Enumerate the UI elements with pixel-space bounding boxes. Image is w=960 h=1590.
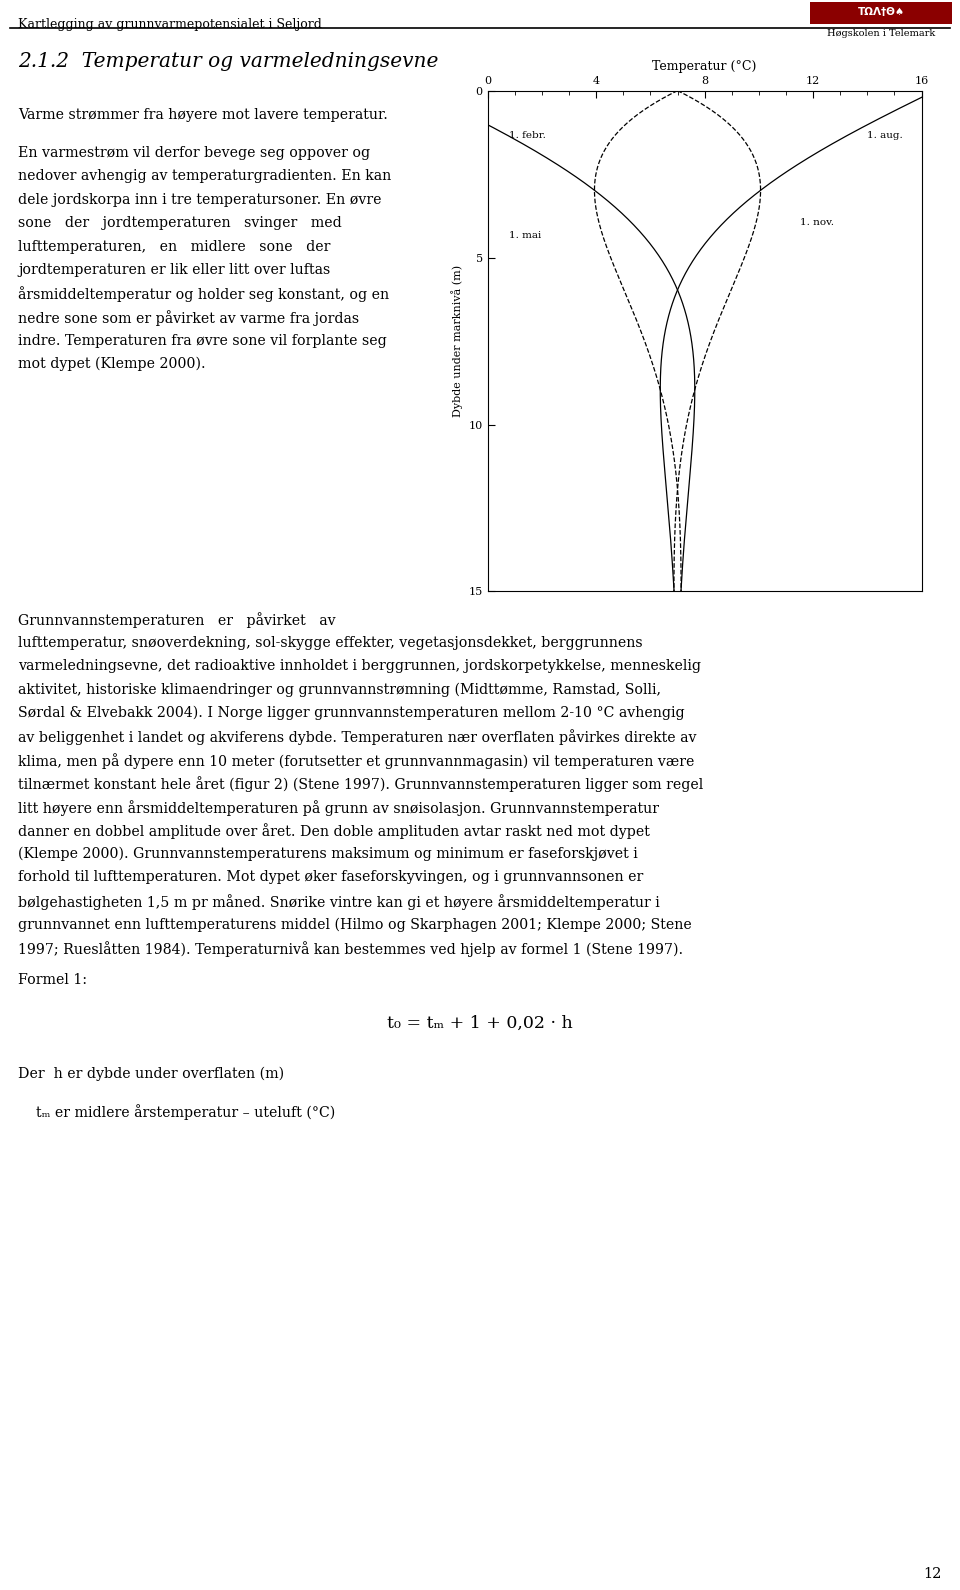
Text: 1997; Rueslåtten 1984). Temperaturnivå kan bestemmes ved hjelp av formel 1 (Sten: 1997; Rueslåtten 1984). Temperaturnivå k… xyxy=(18,941,684,957)
Text: Figur 2: Grunnvannstemperatur som funksjon: Figur 2: Grunnvannstemperatur som funksj… xyxy=(490,529,764,544)
Y-axis label: Dybde under marknivå (m): Dybde under marknivå (m) xyxy=(451,266,463,417)
Text: (Klempe 2000). Grunnvannstemperaturens maksimum og minimum er faseforskjøvet i: (Klempe 2000). Grunnvannstemperaturens m… xyxy=(18,847,637,862)
Text: sone   der   jordtemperaturen   svinger   med: sone der jordtemperaturen svinger med xyxy=(18,216,342,231)
Text: indre. Temperaturen fra øvre sone vil forplante seg: indre. Temperaturen fra øvre sone vil fo… xyxy=(18,334,387,348)
Text: danner en dobbel amplitude over året. Den doble amplituden avtar raskt ned mot d: danner en dobbel amplitude over året. De… xyxy=(18,824,650,840)
Text: tilnærmet konstant hele året (figur 2) (Stene 1997). Grunnvannstemperaturen ligg: tilnærmet konstant hele året (figur 2) (… xyxy=(18,776,704,792)
Text: årsmiddeltemperatur og holder seg konstant, og en: årsmiddeltemperatur og holder seg konsta… xyxy=(18,286,389,302)
Text: av året (empirisk formel) (Stene 1997).: av året (empirisk formel) (Stene 1997). xyxy=(490,564,724,579)
Text: tₘ er midlere årstemperatur – uteluft (°C): tₘ er midlere årstemperatur – uteluft (°… xyxy=(36,1103,335,1119)
Text: TΩΛ†Θ♠: TΩΛ†Θ♠ xyxy=(857,6,904,17)
Text: Høgskolen i Telemark: Høgskolen i Telemark xyxy=(827,29,935,38)
Text: Varme strømmer fra høyere mot lavere temperatur.: Varme strømmer fra høyere mot lavere tem… xyxy=(18,108,388,122)
Text: Sørdal & Elvebakk 2004). I Norge ligger grunnvannstemperaturen mellom 2-10 °C av: Sørdal & Elvebakk 2004). I Norge ligger … xyxy=(18,706,684,720)
Text: 1. aug.: 1. aug. xyxy=(867,130,903,140)
Text: av dybde under marknivå i utvalgte måneder: av dybde under marknivå i utvalgte måned… xyxy=(490,547,758,561)
Text: mot dypet (Klempe 2000).: mot dypet (Klempe 2000). xyxy=(18,358,205,372)
Text: dele jordskorpa inn i tre temperatursoner. En øvre: dele jordskorpa inn i tre temperatursone… xyxy=(18,192,381,207)
Text: varmeledningsevne, det radioaktive innholdet i berggrunnen, jordskorpetykkelse, : varmeledningsevne, det radioaktive innho… xyxy=(18,658,701,673)
Text: litt høyere enn årsmiddeltemperaturen på grunn av snøisolasjon. Grunnvannstemper: litt høyere enn årsmiddeltemperaturen på… xyxy=(18,800,659,816)
Text: 1. nov.: 1. nov. xyxy=(800,218,833,226)
Text: bølgehastigheten 1,5 m pr måned. Snørike vintre kan gi et høyere årsmiddeltemper: bølgehastigheten 1,5 m pr måned. Snørike… xyxy=(18,894,660,909)
Text: Der  h er dybde under overflaten (m): Der h er dybde under overflaten (m) xyxy=(18,1067,284,1081)
Text: nedover avhengig av temperaturgradienten. En kan: nedover avhengig av temperaturgradienten… xyxy=(18,169,392,183)
Text: Grunnvannstemperaturen   er   påvirket   av: Grunnvannstemperaturen er påvirket av xyxy=(18,612,336,628)
Text: 1. mai: 1. mai xyxy=(510,231,541,240)
Text: Kartlegging av grunnvarmepotensialet i Seljord: Kartlegging av grunnvarmepotensialet i S… xyxy=(18,17,322,30)
Text: jordtemperaturen er lik eller litt over luftas: jordtemperaturen er lik eller litt over … xyxy=(18,262,330,277)
Text: klima, men på dypere enn 10 meter (forutsetter et grunnvannmagasin) vil temperat: klima, men på dypere enn 10 meter (forut… xyxy=(18,754,694,770)
Text: Formel 1:: Formel 1: xyxy=(18,973,87,986)
X-axis label: Temperatur (°C): Temperatur (°C) xyxy=(653,60,756,73)
Text: 2.1.2  Temperatur og varmeledningsevne: 2.1.2 Temperatur og varmeledningsevne xyxy=(18,52,439,72)
Text: forhold til lufttemperaturen. Mot dypet øker faseforskyvingen, og i grunnvannson: forhold til lufttemperaturen. Mot dypet … xyxy=(18,870,643,884)
Text: t₀ = tₘ + 1 + 0,02 · h: t₀ = tₘ + 1 + 0,02 · h xyxy=(387,1014,573,1032)
Text: aktivitet, historiske klimaendringer og grunnvannstrømning (Midttømme, Ramstad, : aktivitet, historiske klimaendringer og … xyxy=(18,682,661,696)
Text: av beliggenhet i landet og akviferens dybde. Temperaturen nær overflaten påvirke: av beliggenhet i landet og akviferens dy… xyxy=(18,730,697,746)
Bar xyxy=(810,2,952,24)
Text: En varmestrøm vil derfor bevege seg oppover og: En varmestrøm vil derfor bevege seg oppo… xyxy=(18,146,371,159)
Text: grunnvannet enn lufttemperaturens middel (Hilmo og Skarphagen 2001; Klempe 2000;: grunnvannet enn lufttemperaturens middel… xyxy=(18,917,692,932)
Text: nedre sone som er påvirket av varme fra jordas: nedre sone som er påvirket av varme fra … xyxy=(18,310,359,326)
Text: lufttemperaturen,   en   midlere   sone   der: lufttemperaturen, en midlere sone der xyxy=(18,240,330,253)
Text: 12: 12 xyxy=(924,1568,942,1580)
Text: lufttemperatur, snøoverdekning, sol-skygge effekter, vegetasjonsdekket, berggrun: lufttemperatur, snøoverdekning, sol-skyg… xyxy=(18,636,642,649)
Text: 1. febr.: 1. febr. xyxy=(510,130,546,140)
